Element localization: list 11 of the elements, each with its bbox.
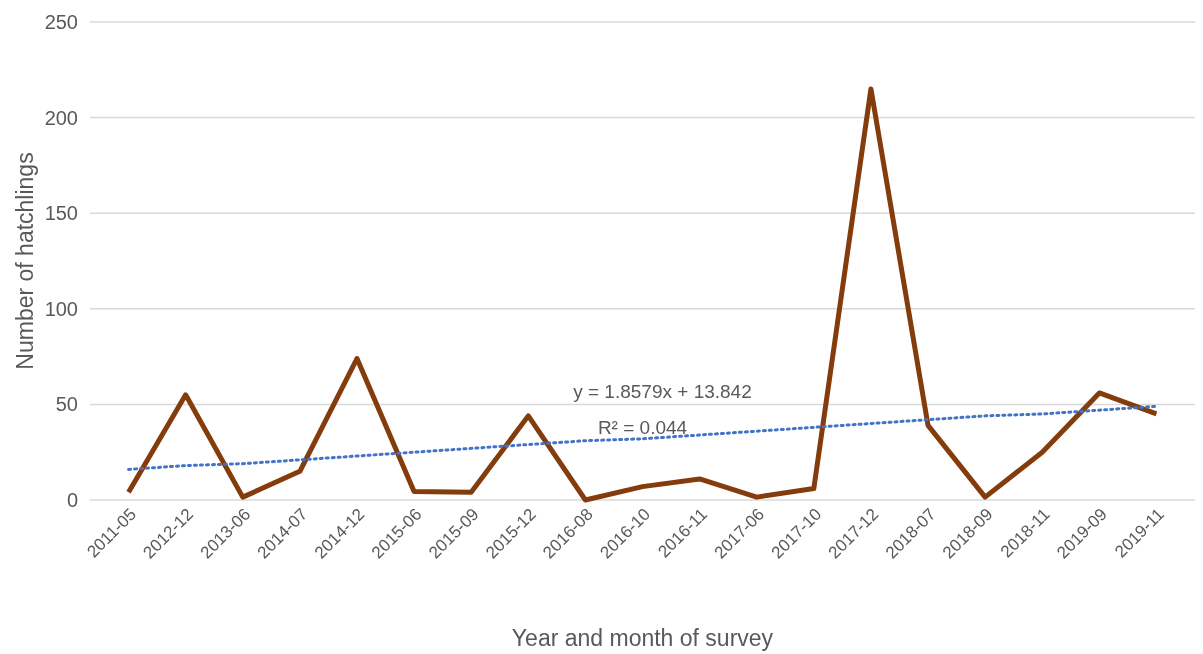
annotation: R² = 0.044 [597, 417, 688, 439]
y-axis-title: Number of hatchlings [12, 152, 38, 370]
annotation: y = 1.8579x + 13.842 [573, 381, 752, 403]
y-tick-label: 100 [44, 297, 78, 320]
y-tick-label: 0 [66, 488, 78, 511]
y-tick-label: 150 [44, 202, 78, 225]
line-series [127, 404, 1158, 471]
y-tick-label: 250 [44, 10, 78, 33]
x-axis-title: Year and month of survey [511, 625, 774, 651]
y-tick-label: 200 [44, 106, 78, 129]
y-tick-label: 50 [55, 393, 78, 416]
